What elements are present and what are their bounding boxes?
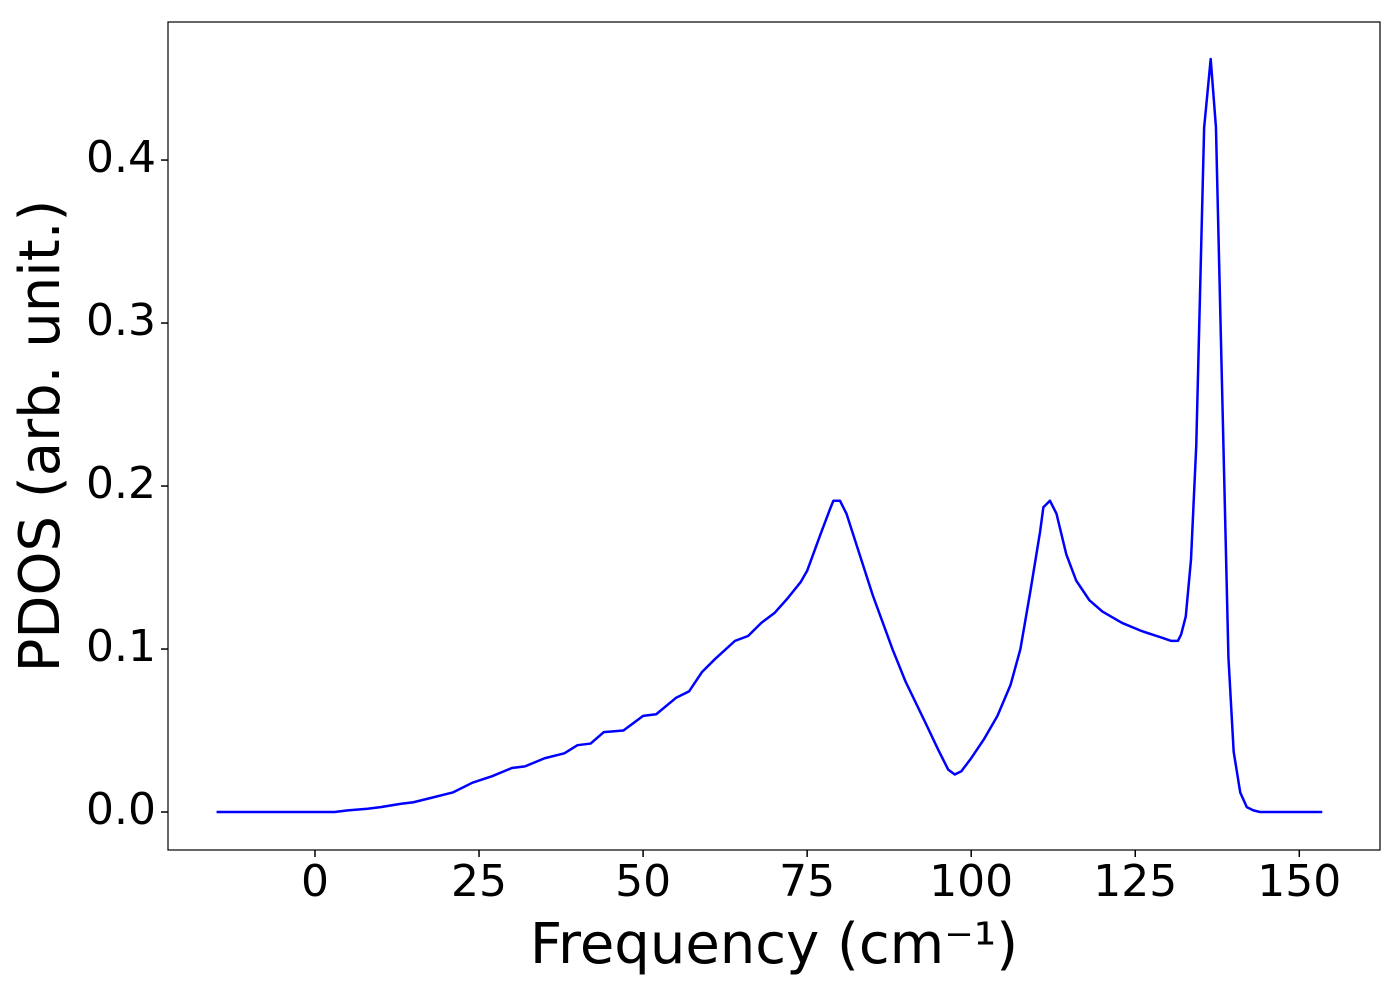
x-tick-label: 150 — [1257, 856, 1341, 907]
x-tick-label: 100 — [929, 856, 1013, 907]
x-axis-label: Frequency (cm⁻¹) — [530, 912, 1018, 977]
x-tick-label: 125 — [1093, 856, 1177, 907]
plot-frame — [167, 21, 1381, 851]
x-tick-label: 50 — [615, 856, 671, 907]
x-tick-label: 25 — [451, 856, 507, 907]
y-axis-label: PDOS (arb. unit.) — [8, 200, 73, 673]
y-tick-label: 0.3 — [86, 295, 156, 346]
x-tick-label: 75 — [779, 856, 835, 907]
y-tick-label: 0.2 — [86, 458, 156, 509]
y-tick-label: 0.1 — [86, 621, 156, 672]
x-tick-label: 0 — [301, 856, 329, 907]
y-tick-label: 0.0 — [86, 784, 156, 835]
line — [216, 57, 1323, 814]
y-tick-label: 0.4 — [86, 132, 156, 183]
